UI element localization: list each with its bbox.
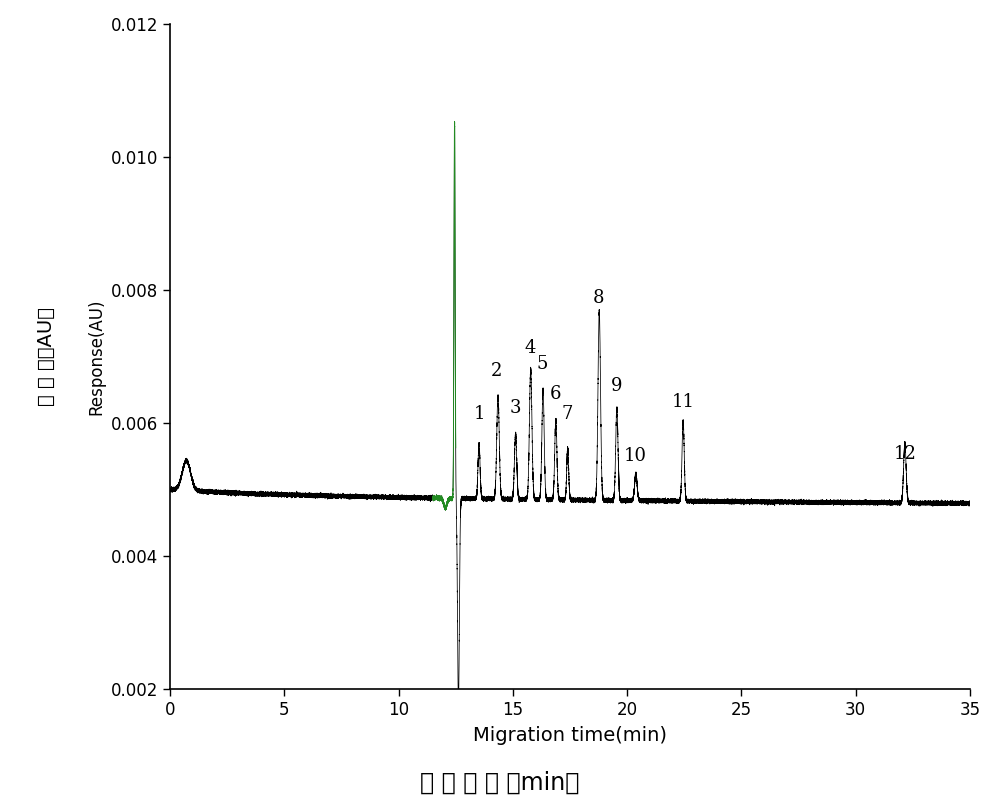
Text: 2: 2 bbox=[491, 363, 503, 380]
Text: 迁 移 时 间 （min）: 迁 移 时 间 （min） bbox=[420, 770, 580, 795]
Text: 7: 7 bbox=[562, 406, 573, 423]
Y-axis label: Response(AU): Response(AU) bbox=[87, 298, 105, 415]
Text: 5: 5 bbox=[537, 355, 548, 373]
X-axis label: Migration time(min): Migration time(min) bbox=[473, 726, 667, 745]
Text: 4: 4 bbox=[524, 339, 536, 357]
Text: 6: 6 bbox=[549, 385, 561, 403]
Text: 1: 1 bbox=[474, 406, 485, 423]
Text: 11: 11 bbox=[672, 393, 695, 411]
Text: 响 应 值（AU）: 响 应 值（AU） bbox=[36, 307, 56, 406]
Text: 8: 8 bbox=[593, 289, 604, 307]
Text: 12: 12 bbox=[893, 445, 916, 463]
Text: 10: 10 bbox=[624, 447, 647, 465]
Text: 9: 9 bbox=[611, 377, 623, 395]
Text: 3: 3 bbox=[509, 399, 521, 417]
